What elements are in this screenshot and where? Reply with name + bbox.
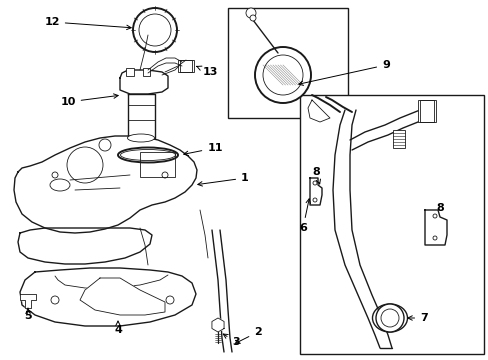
Polygon shape bbox=[18, 228, 152, 264]
Bar bbox=[419, 100, 433, 122]
Text: 5: 5 bbox=[24, 308, 32, 321]
Polygon shape bbox=[80, 278, 164, 315]
Text: 3: 3 bbox=[223, 334, 239, 347]
Polygon shape bbox=[20, 294, 36, 308]
Polygon shape bbox=[211, 318, 224, 332]
Text: 10: 10 bbox=[60, 94, 118, 107]
Circle shape bbox=[245, 8, 256, 18]
Bar bbox=[178, 60, 194, 72]
Polygon shape bbox=[14, 136, 197, 233]
Text: 12: 12 bbox=[44, 17, 131, 30]
Circle shape bbox=[375, 304, 403, 332]
Circle shape bbox=[139, 14, 171, 46]
Circle shape bbox=[249, 15, 256, 21]
Bar bbox=[140, 152, 175, 177]
Polygon shape bbox=[20, 268, 196, 326]
Polygon shape bbox=[307, 100, 329, 122]
Text: 8: 8 bbox=[435, 203, 443, 213]
Text: 7: 7 bbox=[407, 313, 427, 323]
Bar bbox=[392, 130, 404, 148]
Text: 2: 2 bbox=[235, 327, 262, 343]
Text: 8: 8 bbox=[311, 167, 320, 184]
Ellipse shape bbox=[127, 134, 154, 142]
Circle shape bbox=[133, 8, 177, 52]
Text: 11: 11 bbox=[183, 143, 223, 156]
Bar bbox=[126, 68, 134, 76]
Bar bbox=[227, 8, 347, 118]
Bar bbox=[142, 68, 150, 76]
Bar bbox=[299, 95, 483, 354]
Text: 9: 9 bbox=[298, 60, 389, 85]
Circle shape bbox=[263, 55, 303, 95]
Polygon shape bbox=[424, 210, 446, 245]
Polygon shape bbox=[309, 178, 321, 205]
Text: 4: 4 bbox=[114, 321, 122, 335]
Polygon shape bbox=[120, 70, 168, 94]
Circle shape bbox=[254, 47, 310, 103]
Polygon shape bbox=[128, 94, 155, 138]
Bar bbox=[180, 60, 192, 72]
Text: 1: 1 bbox=[198, 173, 248, 186]
Circle shape bbox=[380, 309, 398, 327]
Text: 13: 13 bbox=[196, 66, 217, 77]
Bar bbox=[417, 100, 435, 122]
Text: 6: 6 bbox=[299, 199, 310, 233]
